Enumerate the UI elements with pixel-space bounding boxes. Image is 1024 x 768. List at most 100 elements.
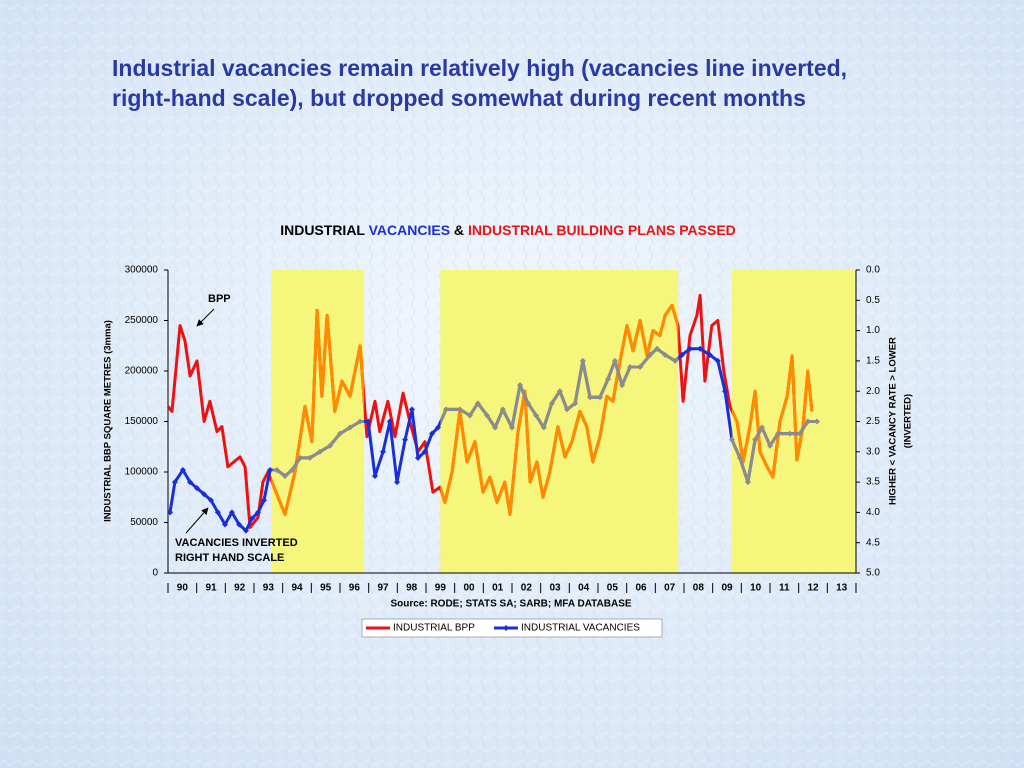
shaded-period [440, 270, 679, 573]
annotation: RIGHT HAND SCALE [175, 552, 284, 564]
series-marker [525, 400, 532, 407]
series-marker [187, 479, 194, 486]
series-marker [775, 430, 782, 437]
chart-title-part: INDUSTRIAL BUILDING PLANS PASSED [468, 222, 736, 238]
chart-title-part: & [450, 222, 468, 238]
x-tick-label: 13 [836, 583, 848, 594]
series-marker [365, 418, 372, 425]
series-marker [347, 424, 354, 431]
series-marker [255, 509, 262, 516]
series-marker [814, 418, 821, 425]
x-tick-label: 07 [664, 583, 676, 594]
series-marker [242, 527, 249, 534]
x-tick-label: 97 [377, 583, 389, 594]
series-marker [214, 509, 221, 516]
series-marker [222, 521, 229, 528]
series-marker [193, 485, 200, 492]
series-marker [611, 357, 618, 364]
series-marker [421, 448, 428, 455]
slide-title-line: right-hand scale), but dropped somewhat … [112, 85, 806, 111]
series-marker [647, 351, 654, 358]
y2-tick-label: 2.0 [866, 386, 880, 397]
series-marker [380, 448, 386, 455]
series-marker [456, 406, 463, 413]
series-marker [386, 418, 393, 425]
series-marker [281, 473, 288, 480]
x-tick-label: 09 [721, 583, 733, 594]
y2-axis-title: (INVERTED) [903, 394, 914, 448]
slide-title-line: Industrial vacancies remain relatively h… [112, 55, 847, 81]
series-marker [687, 345, 694, 352]
series-marker [402, 436, 409, 443]
series-marker [499, 406, 506, 413]
series-marker [637, 363, 644, 370]
x-tick-label: 08 [693, 583, 705, 594]
annotation-arrow [185, 507, 209, 534]
x-tick-label: 90 [177, 583, 189, 594]
x-tick-label: 12 [807, 583, 819, 594]
series-marker [540, 424, 547, 431]
series-marker [394, 479, 401, 486]
x-tick-label: 06 [635, 583, 647, 594]
y2-tick-label: 2.5 [866, 416, 880, 427]
x-tick-label: 00 [463, 583, 475, 594]
y-tick-label: 250000 [125, 315, 159, 326]
series-marker [179, 466, 186, 473]
series-marker [678, 351, 685, 358]
series-marker [586, 394, 593, 401]
series-marker [697, 345, 704, 352]
y2-tick-label: 5.0 [866, 568, 880, 579]
y2-tick-label: 0.0 [866, 265, 880, 276]
series-marker [371, 473, 378, 480]
x-tick-label: 11 [779, 583, 790, 594]
x-tick-label: 02 [521, 583, 533, 594]
series-marker [236, 521, 243, 528]
y2-tick-label: 4.0 [866, 507, 880, 518]
y-tick-label: 300000 [125, 265, 159, 276]
series-marker [767, 442, 773, 449]
series-marker [429, 430, 436, 437]
x-tick-label: 04 [578, 583, 590, 594]
series-marker [167, 509, 174, 516]
source-note: Source: RODE; STATS SA; SARB; MFA DATABA… [390, 599, 631, 610]
series-marker [533, 412, 540, 419]
y2-tick-label: 3.0 [866, 446, 880, 457]
series-marker [435, 424, 442, 431]
series-marker [474, 400, 481, 407]
y2-tick-label: 1.5 [866, 356, 880, 367]
series-marker [672, 357, 679, 364]
annotation-arrow [196, 308, 215, 327]
series-marker [804, 418, 811, 425]
y2-tick-label: 0.5 [866, 295, 880, 306]
x-tick-label: 93 [263, 583, 275, 594]
chart-title-part: VACANCIES [369, 222, 450, 238]
series-marker [744, 479, 751, 486]
series-marker [597, 394, 604, 401]
series-marker [572, 400, 579, 407]
series-marker [786, 430, 793, 437]
series-marker [297, 454, 304, 461]
series-marker [548, 400, 555, 407]
x-tick-label: 92 [234, 583, 246, 594]
x-tick-label: 01 [492, 583, 504, 594]
series-marker [408, 406, 415, 413]
y-tick-label: 100000 [125, 467, 159, 478]
series-marker [605, 376, 612, 383]
series-marker [306, 454, 313, 461]
chart-title: INDUSTRIAL VACANCIES & INDUSTRIAL BUILDI… [280, 222, 736, 238]
series-marker [201, 491, 208, 498]
x-tick-label: 99 [435, 583, 447, 594]
series-marker [721, 388, 728, 395]
series-marker [248, 515, 255, 522]
y2-axis-title: HIGHER < VACANCY RATE > LOWER [888, 337, 899, 505]
annotation: VACANCIES INVERTED [175, 537, 298, 549]
y2-tick-label: 4.5 [866, 537, 880, 548]
series-marker [517, 382, 524, 389]
series-marker [357, 418, 364, 425]
series-marker [706, 351, 713, 358]
series-marker [414, 454, 421, 461]
x-tick-label: 91 [205, 583, 217, 594]
series-marker [289, 466, 296, 473]
series-marker [752, 436, 759, 443]
